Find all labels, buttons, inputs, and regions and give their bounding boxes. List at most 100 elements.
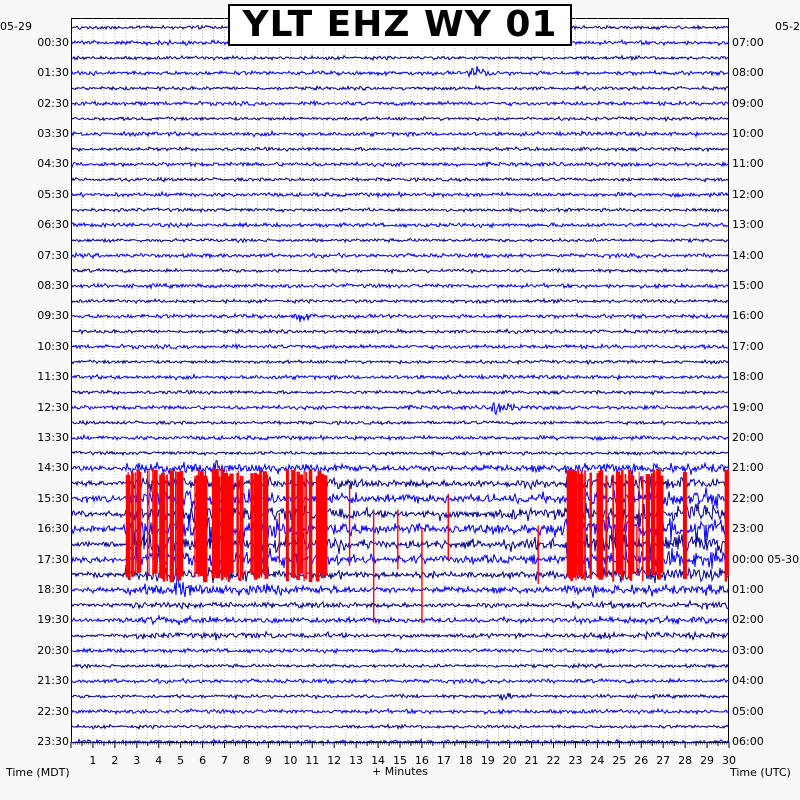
left-time-label: 01:30 [37, 66, 69, 80]
x-tick-label: 22 [547, 754, 561, 767]
x-tick-label: 6 [199, 754, 206, 767]
clipped-burst [211, 468, 216, 579]
trace-line [71, 267, 729, 275]
clipped-burst [647, 474, 649, 577]
right-time-label: 02:00 [732, 613, 764, 627]
left-time-label: 07:30 [37, 248, 69, 262]
left-time-label: 04:30 [37, 157, 69, 171]
clipped-burst [628, 469, 631, 579]
trace-line [71, 646, 729, 655]
trace-line [71, 692, 729, 701]
x-tick-label: 30 [722, 754, 736, 767]
trace-line [71, 99, 729, 108]
x-tick-label: 29 [700, 754, 714, 767]
right-time-label: 21:00 [732, 461, 764, 475]
clipped-burst [573, 471, 577, 575]
trace-line [71, 599, 729, 611]
x-tick-label: 20 [503, 754, 517, 767]
left-time-label: 08:30 [37, 278, 69, 292]
trace-line [71, 66, 729, 79]
x-tick-label: 1 [89, 754, 96, 767]
right-time-label: 20:00 [732, 430, 764, 444]
clipped-burst [652, 469, 656, 576]
trace-line [71, 707, 729, 716]
right-time-label: 04:00 [732, 674, 764, 688]
left-time-label: 02:30 [37, 96, 69, 110]
x-tick-label: 7 [221, 754, 228, 767]
clipped-burst [139, 472, 142, 573]
left-time-label: 12:30 [37, 400, 69, 414]
trace-line [71, 312, 729, 323]
x-tick-label: 12 [327, 754, 341, 767]
clipped-burst [724, 470, 728, 582]
right-time-label: 22:00 [732, 491, 764, 505]
x-tick-label: 25 [612, 754, 626, 767]
left-time-label: 16:30 [37, 522, 69, 536]
clipped-burst [166, 474, 168, 581]
clipped-burst [317, 470, 320, 574]
clipped-burst [580, 470, 583, 580]
left-time-label: 09:30 [37, 309, 69, 323]
clipped-burst [642, 476, 644, 582]
x-tick-label: 2 [111, 754, 118, 767]
right-date-label-top: 05-2 [775, 20, 800, 33]
clipped-burst [285, 468, 289, 582]
right-time-label: 19:00 [732, 400, 764, 414]
clipped-burst [577, 469, 579, 576]
clipped-burst [217, 476, 221, 573]
x-tick-label: 19 [481, 754, 495, 767]
x-tick-label: 10 [283, 754, 297, 767]
clipped-burst [131, 472, 134, 577]
x-tick-label: 3 [133, 754, 140, 767]
clipped-burst [129, 475, 131, 581]
clipped-burst [213, 468, 216, 575]
right-time-label: 01:00 [732, 582, 764, 596]
trace-line [71, 297, 729, 305]
right-time-label: 13:00 [732, 218, 764, 232]
clipped-burst [152, 468, 154, 576]
clipped-burst [566, 470, 570, 577]
clipped-burst [600, 469, 604, 580]
left-time-label: 21:30 [37, 674, 69, 688]
clipped-burst [298, 474, 300, 577]
x-tick-label: 11 [305, 754, 319, 767]
clipped-burst [308, 468, 313, 583]
left-date-label: 05-29 [0, 20, 32, 33]
right-time-label: 00:00 05-30 [732, 552, 800, 566]
x-tick-label: 26 [634, 754, 648, 767]
clipped-burst [241, 475, 244, 577]
right-time-label: 15:00 [732, 278, 764, 292]
x-tick-label: 14 [371, 754, 385, 767]
trace-line [71, 237, 729, 244]
trace-line [71, 570, 729, 598]
clipped-burst [631, 475, 635, 574]
clipped-burst [222, 473, 225, 576]
x-tick-label: 27 [656, 754, 670, 767]
clipped-burst [259, 468, 262, 576]
right-date-label-mid: 05-30 [763, 552, 800, 566]
trace-line [71, 460, 729, 477]
left-time-label: 05:30 [37, 187, 69, 201]
right-time-label: 23:00 [732, 522, 764, 536]
trace-line [71, 677, 729, 686]
clipped-burst [322, 475, 328, 576]
clipped-burst [169, 470, 174, 583]
left-time-label: 13:30 [37, 430, 69, 444]
clipped-burst [255, 474, 261, 579]
clipped-burst [321, 474, 325, 579]
x-tick-label: 9 [265, 754, 272, 767]
right-axis-label: Time (UTC) [730, 766, 791, 779]
clipped-burst [148, 468, 150, 575]
x-tick-label: 4 [155, 754, 162, 767]
clipped-burst [164, 476, 166, 581]
x-tick-label: 17 [437, 754, 451, 767]
clipped-burst [197, 468, 200, 577]
trace-line [71, 84, 729, 92]
trace-line [71, 723, 729, 731]
trace-line [71, 630, 729, 641]
clipped-burst [225, 469, 227, 581]
clipped-burst [253, 472, 258, 580]
right-time-label: 07:00 [732, 35, 764, 49]
clipped-burst [682, 472, 687, 579]
clipped-burst [629, 475, 633, 581]
